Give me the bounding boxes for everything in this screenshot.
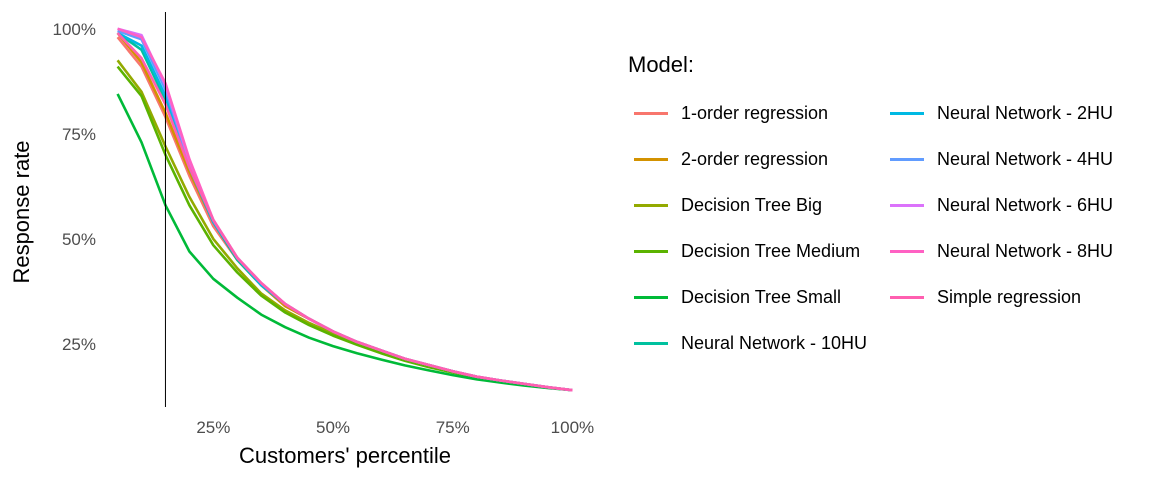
legend-key-line — [890, 295, 924, 299]
legend-item: Simple regression — [884, 274, 1124, 320]
series-line-3 — [116, 65, 573, 392]
legend-item: Decision Tree Big — [628, 182, 884, 228]
legend-entries: 1-order regression 2-order regression Deci… — [628, 90, 1124, 366]
legend-item: Decision Tree Medium — [628, 228, 884, 274]
series-line-10 — [116, 32, 573, 392]
legend-label: Neural Network - 6HU — [937, 194, 1114, 215]
legend-key-line — [890, 249, 924, 253]
x-axis-ticks: 25% 50% 75% 100% — [196, 418, 594, 437]
legend-key-line — [634, 111, 668, 115]
legend: Model: 1-order regression 2-order regress… — [628, 52, 1124, 366]
legend-key-line — [634, 341, 668, 345]
y-tick-label: 75% — [62, 125, 96, 144]
legend-item: 2-order regression — [628, 136, 884, 182]
legend-label: Decision Tree Small — [681, 286, 842, 307]
legend-label: 1-order regression — [681, 102, 829, 123]
x-tick-label: 50% — [316, 418, 350, 437]
legend-key-line — [634, 157, 668, 161]
legend-label: Neural Network - 8HU — [937, 240, 1114, 261]
x-tick-label: 75% — [436, 418, 470, 437]
legend-key-line — [634, 203, 668, 207]
legend-item: Neural Network - 8HU — [884, 228, 1124, 274]
series-line-4 — [116, 93, 573, 392]
legend-title: Model: — [628, 52, 695, 77]
series-lines — [116, 27, 573, 392]
legend-key-line — [890, 157, 924, 161]
legend-label: Decision Tree Medium — [681, 240, 861, 261]
y-axis-title: Response rate — [9, 140, 34, 283]
y-axis-ticks: 25% 50% 75% 100% — [53, 20, 96, 354]
legend-item: Neural Network - 10HU — [628, 320, 884, 366]
legend-label: Neural Network - 10HU — [681, 332, 868, 353]
x-tick-label: 100% — [551, 418, 594, 437]
legend-item: Neural Network - 2HU — [884, 90, 1124, 136]
legend-key-line — [890, 203, 924, 207]
x-tick-label: 25% — [196, 418, 230, 437]
legend-label: Decision Tree Big — [681, 194, 823, 215]
x-axis-title: Customers' percentile — [239, 443, 451, 468]
y-tick-label: 50% — [62, 230, 96, 249]
legend-label: 2-order regression — [681, 148, 829, 169]
legend-key-line — [890, 111, 924, 115]
y-tick-label: 25% — [62, 335, 96, 354]
legend-item: Neural Network - 6HU — [884, 182, 1124, 228]
legend-label: Neural Network - 4HU — [937, 148, 1114, 169]
legend-key-line — [634, 295, 668, 299]
legend-item: Decision Tree Small — [628, 274, 884, 320]
legend-item: 1-order regression — [628, 90, 884, 136]
legend-item: Neural Network - 4HU — [884, 136, 1124, 182]
legend-label: Simple regression — [937, 286, 1082, 307]
legend-label: Neural Network - 2HU — [937, 102, 1114, 123]
legend-key-line — [634, 249, 668, 253]
y-tick-label: 100% — [53, 20, 96, 39]
